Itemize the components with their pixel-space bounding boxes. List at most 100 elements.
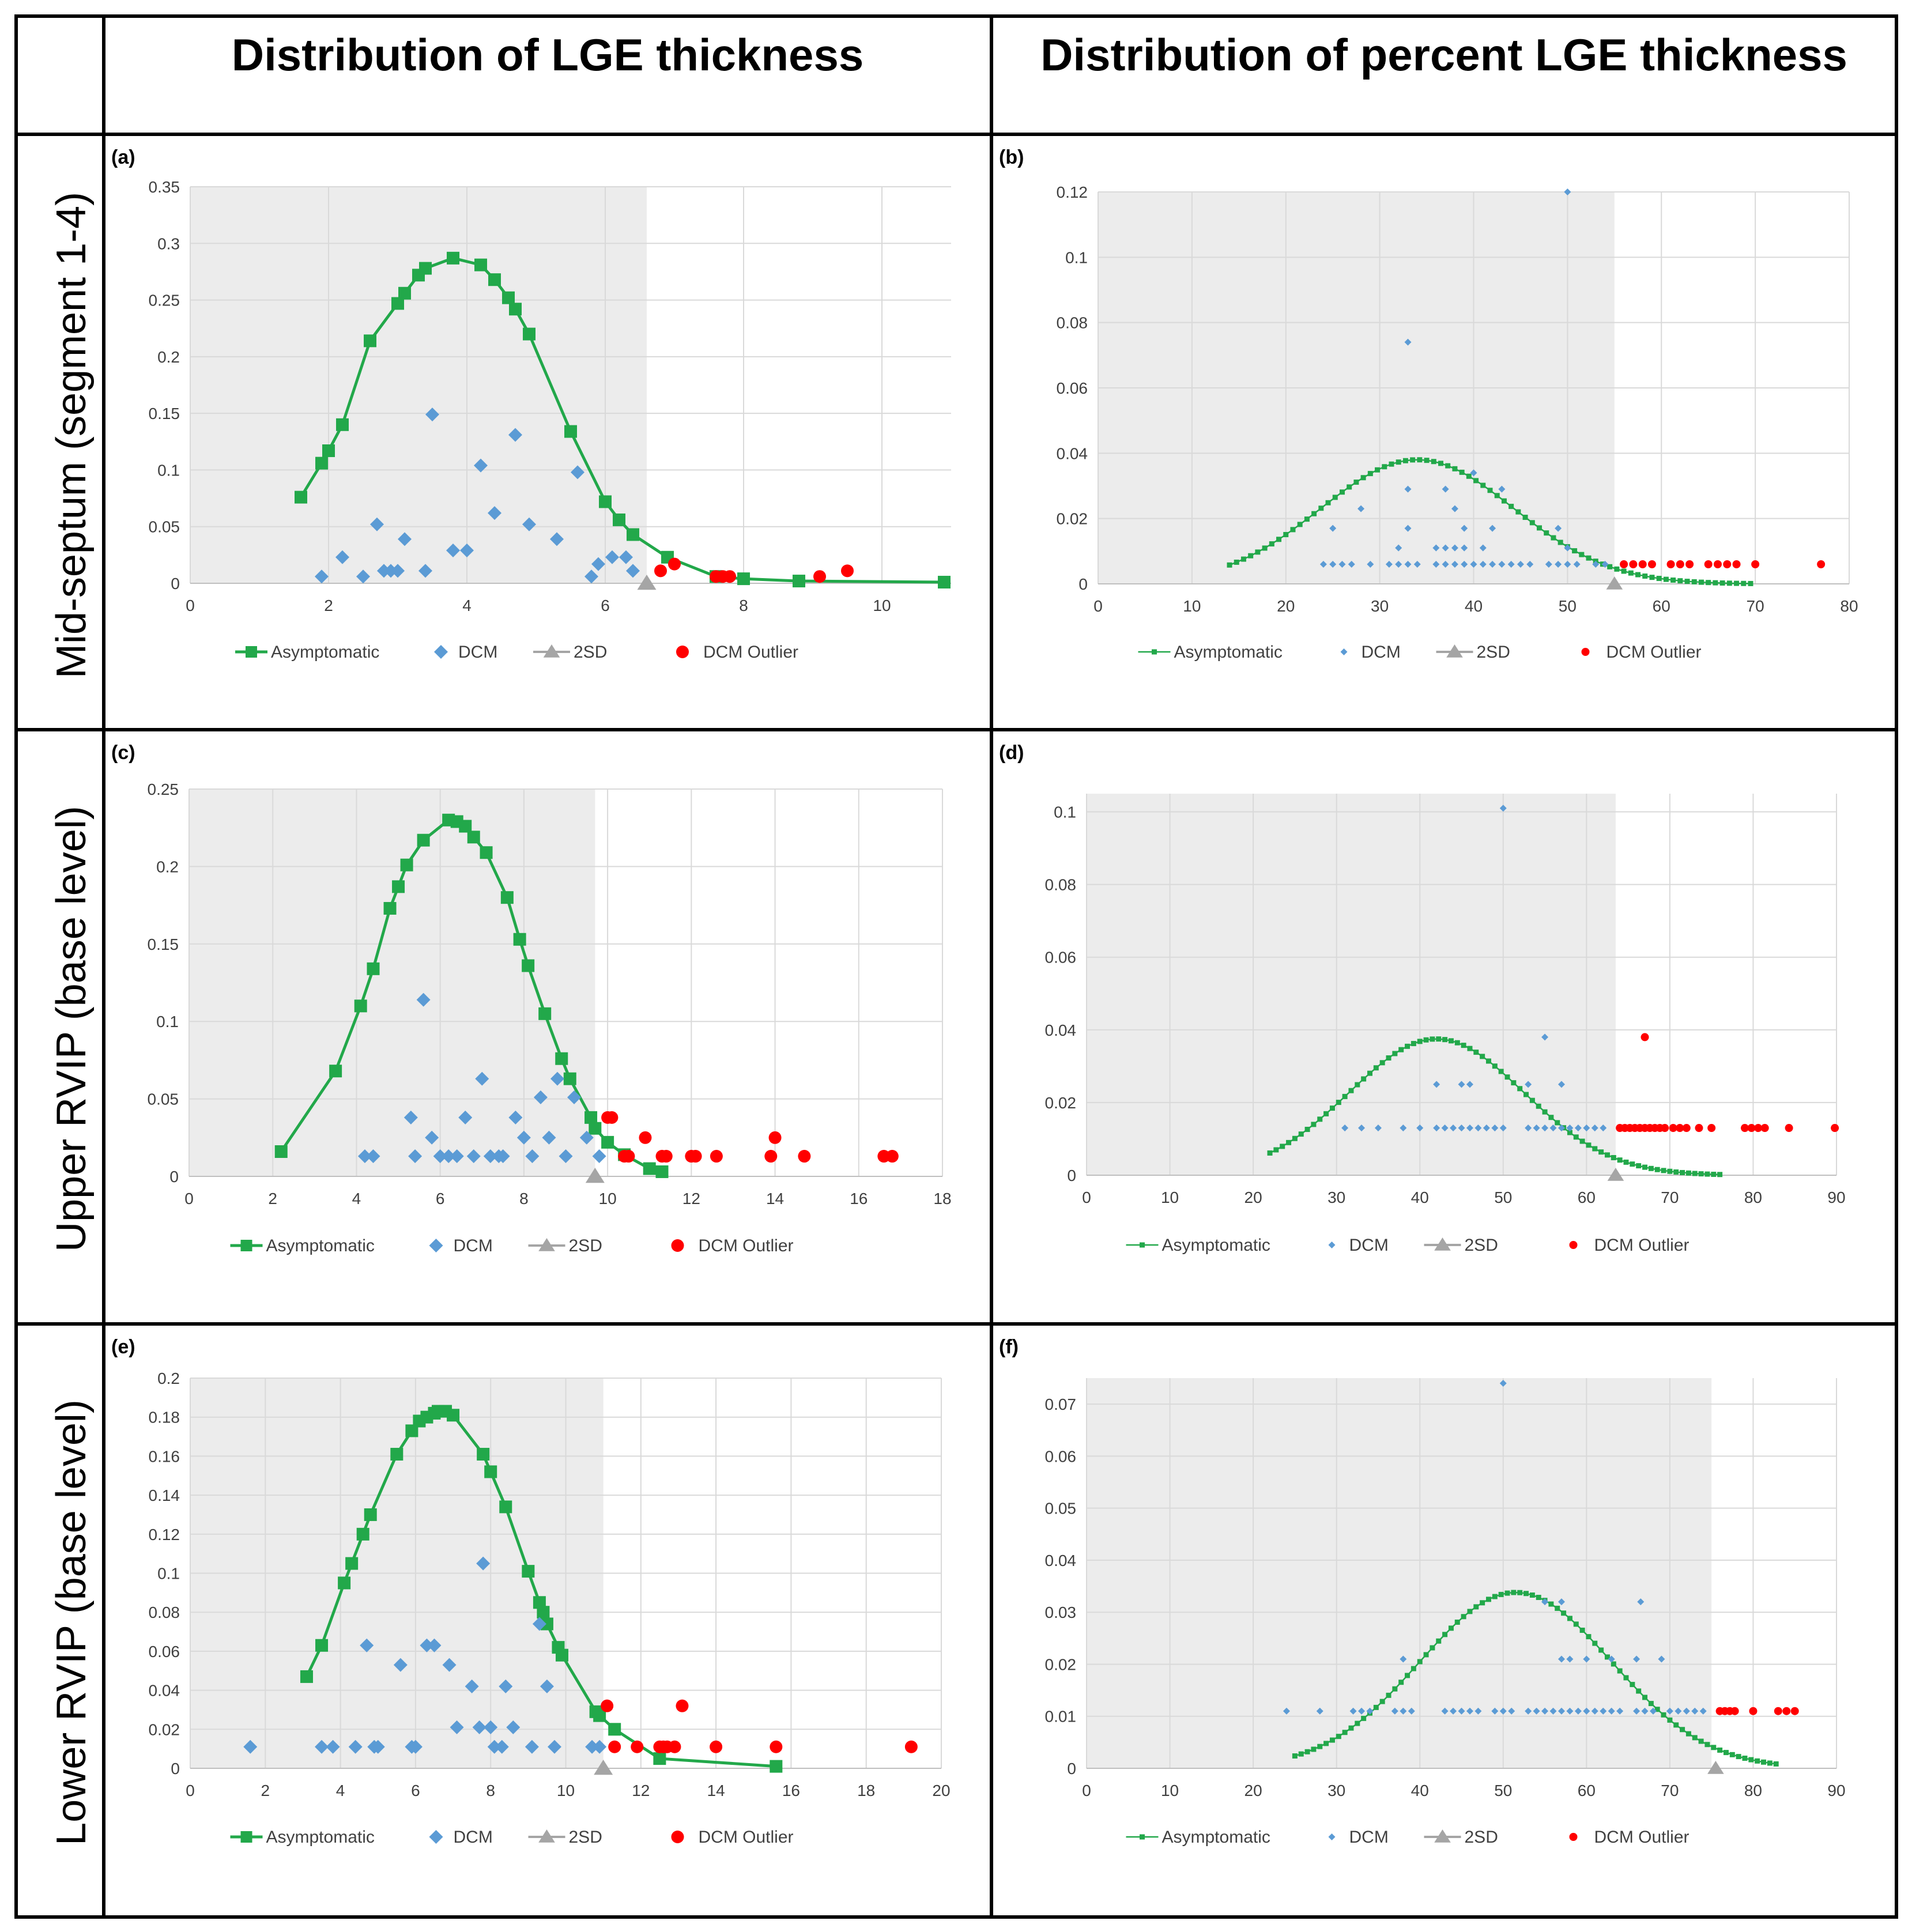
dcm-point [1557, 1598, 1565, 1606]
y-tick-label: 0 [1078, 575, 1088, 593]
y-tick-label: 0.12 [1057, 183, 1088, 201]
dcm-point [1348, 561, 1355, 568]
asymptomatic-point [1290, 527, 1296, 533]
legend-dcm-marker [1328, 1242, 1336, 1248]
asymptomatic-point [537, 1606, 550, 1619]
dcm-point [1541, 1125, 1549, 1132]
dcm-point [460, 543, 474, 557]
dcm-point [357, 1149, 372, 1164]
asymptomatic-point [1636, 1688, 1642, 1694]
legend-2sd-marker [1446, 644, 1463, 658]
asymptomatic-point [563, 1072, 576, 1085]
dcm-point [542, 1130, 556, 1145]
dcm-point [1358, 1707, 1366, 1715]
dcm-outlier-point [1730, 1707, 1739, 1715]
asymptomatic-point [523, 327, 535, 341]
panel-label: (c) [111, 742, 135, 764]
asymptomatic-point [364, 334, 376, 348]
sd-marker [637, 575, 657, 590]
y-tick-label: 0.06 [149, 1643, 180, 1661]
asymptomatic-point [522, 959, 535, 972]
x-tick-label: 14 [766, 1190, 784, 1208]
asymptomatic-point [398, 286, 411, 300]
asymptomatic-point [1636, 1163, 1642, 1169]
dcm-point [1557, 1125, 1565, 1132]
asymptomatic-point [1311, 511, 1317, 516]
x-tick-label: 60 [1653, 597, 1670, 615]
y-tick-label: 0 [169, 1168, 179, 1186]
asymptomatic-point [1617, 1157, 1623, 1163]
asymptomatic-point [1542, 1109, 1548, 1115]
dcm-point [1442, 485, 1449, 493]
dcm-point [547, 1739, 561, 1754]
asymptomatic-point [1480, 1054, 1485, 1059]
panel-label: (a) [111, 146, 135, 168]
dcm-point [525, 1739, 539, 1754]
dcm-point [1557, 1081, 1565, 1088]
chart-panel-f: (f) 0 10 20 30 40 50 60 70 80 90 0 0.01 0.02 0.03 0.04 0… [999, 1336, 1846, 1847]
dcm-point [1637, 1598, 1645, 1606]
asymptomatic-point [1734, 580, 1740, 586]
dcm-point [1338, 561, 1346, 568]
asymptomatic-point [1317, 1116, 1323, 1122]
x-tick-label: 80 [1840, 597, 1858, 615]
dcm-point [495, 1739, 509, 1754]
shaded-region [189, 789, 595, 1176]
dcm-outlier-point [605, 1111, 619, 1124]
x-tick-label: 10 [599, 1190, 617, 1208]
dcm-outlier-point [1676, 560, 1684, 568]
asymptomatic-point [1670, 577, 1676, 583]
dcm-point [1433, 1081, 1440, 1088]
asymptomatic-point [1611, 1661, 1616, 1667]
dcm-point [516, 1130, 531, 1145]
y-tick-label: 0.1 [156, 1013, 179, 1031]
x-tick-label: 6 [436, 1190, 445, 1208]
asymptomatic-point [419, 262, 432, 275]
asymptomatic-line [305, 1410, 776, 1768]
asymptomatic-point [1492, 1594, 1498, 1599]
dcm-outlier-point [1785, 1124, 1793, 1133]
asymptomatic-point [1487, 488, 1493, 493]
chart-panel-c: (c) 0 2 4 6 8 10 12 14 16 18 0 0.05 0.1 0.15 0.2 0.25 Asy… [111, 742, 952, 1255]
asymptomatic-point [1607, 564, 1613, 569]
dcm-point [579, 1130, 594, 1145]
dcm-point [1549, 1125, 1557, 1132]
asymptomatic-point [1748, 1757, 1754, 1763]
dcm-point [1564, 561, 1571, 568]
dcm-point [571, 465, 584, 480]
dcm-point [1633, 1655, 1641, 1663]
dcm-outlier-point [1831, 1124, 1839, 1133]
dcm-outlier-point [1817, 560, 1826, 568]
legend-outlier-marker [1569, 1833, 1578, 1841]
legend-outlier-label: DCM Outlier [1594, 1828, 1690, 1847]
asymptomatic-point [1717, 1747, 1723, 1753]
row-label-lower-rvip: Lower RVIP (base level) [48, 1399, 95, 1846]
x-tick-label: 30 [1371, 597, 1389, 615]
legend-2sd-label: 2SD [1465, 1828, 1498, 1847]
dcm-outlier-point [1638, 560, 1647, 568]
asymptomatic-point [1323, 1111, 1329, 1116]
dcm-point [1545, 561, 1552, 568]
asymptomatic-point [1623, 1159, 1629, 1165]
asymptomatic-point [1723, 1750, 1729, 1756]
dcm-point [525, 1149, 540, 1164]
asymptomatic-point [1536, 1594, 1541, 1600]
asymptomatic-point [589, 1122, 602, 1135]
asymptomatic-point [1604, 1654, 1610, 1660]
dcm-point [1616, 1707, 1624, 1715]
asymptomatic-point [1673, 1169, 1679, 1175]
dcm-point [567, 1090, 582, 1104]
asymptomatic-point [1431, 459, 1436, 465]
dcm-point [1498, 561, 1506, 568]
asymptomatic-point [1494, 493, 1500, 499]
dcm-point [1404, 338, 1412, 346]
asymptomatic-point [502, 291, 515, 304]
legend-dcm-marker [1340, 648, 1348, 655]
legend-asymptomatic-label: Asymptomatic [1162, 1236, 1270, 1255]
asymptomatic-point [513, 933, 526, 946]
legend-dcm-label: DCM [458, 643, 497, 662]
asymptomatic-point [1304, 516, 1310, 522]
dcm-outlier-point [1666, 560, 1675, 568]
asymptomatic-point [1517, 1590, 1523, 1595]
